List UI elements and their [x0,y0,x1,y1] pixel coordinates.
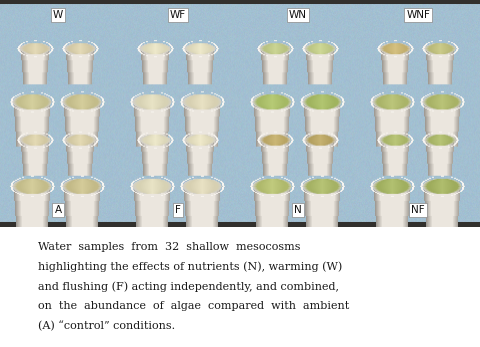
Text: F: F [175,205,181,215]
Text: Water  samples  from  32  shallow  mesocosms: Water samples from 32 shallow mesocosms [38,242,301,252]
Text: A: A [55,205,61,215]
Text: and flushing (F) acting independently, and combined,: and flushing (F) acting independently, a… [38,281,339,292]
Text: on  the  abundance  of  algae  compared  with  ambient: on the abundance of algae compared with … [38,301,349,311]
Text: WN: WN [289,10,307,19]
Text: N: N [294,205,302,215]
Text: highlighting the effects of nutrients (N), warming (W): highlighting the effects of nutrients (N… [38,261,343,272]
Text: WNF: WNF [406,10,430,19]
Text: NF: NF [411,205,425,215]
Text: W: W [53,10,63,19]
Text: (A) “control” conditions.: (A) “control” conditions. [38,321,176,331]
Text: WF: WF [170,10,186,19]
